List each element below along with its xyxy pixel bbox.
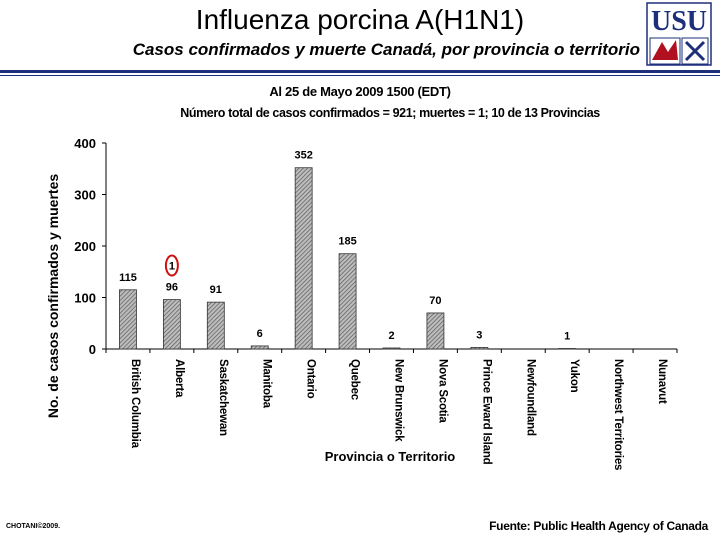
header-rule-thin	[0, 75, 720, 76]
x-tick-label: Alberta	[173, 359, 185, 398]
data-label: 96	[166, 282, 178, 294]
y-tick-label: 0	[89, 342, 96, 357]
death-marker-circle	[164, 254, 179, 277]
x-tick-label: Manitoba	[261, 359, 273, 409]
death-count-label: 1	[169, 261, 175, 273]
x-tick-label: British Columbia	[129, 359, 141, 449]
y-tick-label: 200	[74, 239, 96, 254]
bar	[338, 253, 357, 350]
bar	[250, 345, 269, 350]
usu-logo: USU	[646, 2, 712, 66]
bar	[382, 347, 401, 350]
x-tick-label: Ontario	[305, 359, 317, 399]
bar	[162, 299, 181, 350]
x-tick-label: Yukon	[568, 359, 580, 393]
data-label: 2	[388, 330, 394, 342]
x-tick-label: Quebec	[349, 359, 361, 401]
bar	[294, 167, 313, 350]
data-label: 1	[564, 330, 570, 342]
header-rule-thick	[0, 70, 720, 73]
x-tick-label: New Brunswick	[393, 359, 405, 442]
y-tick-label: 100	[74, 291, 96, 306]
x-tick-label: Nunavut	[656, 359, 668, 404]
y-axis-title: No. de casos confirmados y muertes	[45, 174, 61, 419]
bar	[558, 348, 577, 350]
page-title: Influenza porcina A(H1N1)	[195, 4, 525, 35]
bar	[119, 289, 137, 350]
x-tick-label: Saskatchewan	[217, 359, 229, 436]
data-label: 6	[257, 328, 263, 340]
x-tick-label: Nova Scotia	[436, 359, 448, 423]
data-label: 91	[210, 284, 222, 296]
x-tick-label: Northwest Territories	[612, 359, 624, 470]
data-label: 352	[294, 150, 312, 162]
source-note: Fuente: Public Health Agency of Canada	[489, 519, 708, 533]
data-label: 70	[429, 295, 441, 307]
bar	[426, 312, 445, 350]
y-tick-label: 300	[74, 188, 96, 203]
x-tick-label: Newfoundland	[524, 359, 536, 436]
summary-line: Número total de casos confirmados = 921;…	[180, 106, 600, 120]
bar	[470, 347, 489, 350]
x-tick-label: Prince Eward Island	[480, 359, 492, 465]
copyright: CHOTANI©2009.	[6, 523, 61, 530]
y-tick-label: 400	[74, 136, 96, 151]
bar	[206, 301, 225, 350]
data-label: 185	[338, 236, 356, 248]
data-label: 115	[119, 272, 137, 284]
page-subtitle: Casos confirmados y muerte Canadá, por p…	[132, 40, 640, 59]
x-axis-title: Provincia o Territorio	[325, 449, 456, 464]
data-label: 3	[476, 329, 482, 341]
as-of-date: Al 25 de Mayo 2009 1500 (EDT)	[269, 84, 451, 99]
svg-text:USU: USU	[651, 6, 707, 37]
